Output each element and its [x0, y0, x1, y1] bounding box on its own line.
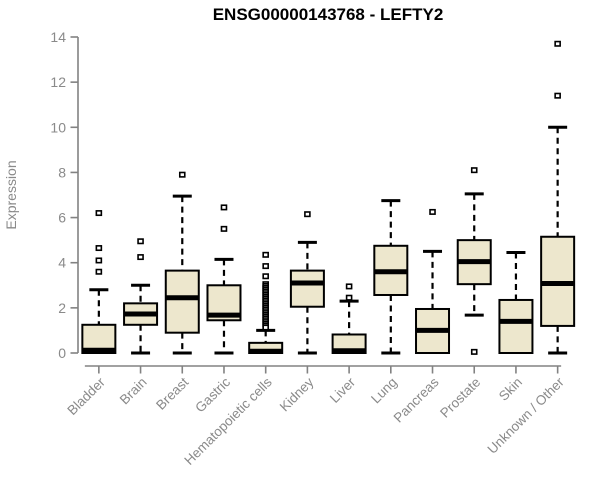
box-skin: [498, 251, 534, 355]
box-rect: [498, 298, 534, 355]
box-prostate: [456, 167, 492, 355]
y-tick-label: 8: [58, 164, 66, 180]
y-tick-label: 4: [58, 255, 66, 271]
x-tick-label-lung: Lung: [368, 375, 400, 407]
y-tick-label: 0: [58, 345, 66, 361]
outlier-point: [345, 283, 353, 290]
outlier-point: [95, 245, 103, 252]
box-lung: [373, 199, 409, 355]
box-breast: [164, 171, 200, 355]
y-tick-label: 12: [50, 74, 66, 90]
box-pancreas: [415, 208, 451, 355]
y-tick-label: 10: [50, 119, 66, 135]
outlier-point: [429, 208, 436, 215]
x-tick-label-pancreas: Pancreas: [391, 374, 442, 425]
outlier-point: [137, 238, 144, 245]
x-tick-label-liver: Liver: [327, 374, 359, 406]
outlier-point: [220, 225, 228, 232]
outlier-point: [304, 211, 311, 218]
box-brain: [123, 238, 159, 355]
box-kidney: [289, 211, 325, 355]
y-axis-label: Expression: [3, 160, 19, 229]
box-liver: [331, 283, 367, 354]
box-unknown-other: [540, 40, 576, 355]
outlier-point: [345, 294, 353, 301]
outlier-point: [95, 268, 103, 275]
y-tick-label: 2: [58, 300, 66, 316]
x-tick-label-brain: Brain: [117, 375, 150, 408]
x-tick-label-breast: Breast: [153, 374, 191, 412]
outlier-point: [262, 251, 269, 258]
x-tick-label-skin: Skin: [496, 375, 525, 404]
chart-title: ENSG00000143768 - LEFTY2: [213, 5, 444, 24]
outlier-point: [95, 257, 103, 264]
x-tick-label-bladder: Bladder: [64, 374, 108, 418]
x-tick-label-unknown-other: Unknown / Other: [485, 374, 568, 457]
outlier-point: [178, 171, 186, 178]
box-rect: [289, 269, 325, 308]
x-tick-label-gastric: Gastric: [192, 374, 233, 415]
outlier-point: [262, 263, 269, 270]
box-rect: [164, 269, 200, 334]
y-tick-label: 6: [58, 210, 66, 226]
x-tick-label-prostate: Prostate: [437, 375, 483, 421]
y-tick-label: 14: [50, 29, 66, 45]
outlier-point: [95, 210, 103, 217]
outlier-point: [137, 254, 144, 261]
outlier-point: [262, 324, 269, 331]
outlier-point: [470, 167, 478, 174]
outlier-point: [262, 273, 269, 280]
box-gastric: [206, 204, 242, 355]
outlier-point: [554, 40, 561, 47]
x-tick-label-kidney: Kidney: [277, 374, 317, 414]
box-bladder: [81, 210, 117, 354]
outlier-point: [220, 204, 228, 211]
outlier-point: [554, 92, 561, 99]
outlier-point: [470, 348, 478, 355]
box-hematopoietic-cells: [248, 251, 284, 355]
